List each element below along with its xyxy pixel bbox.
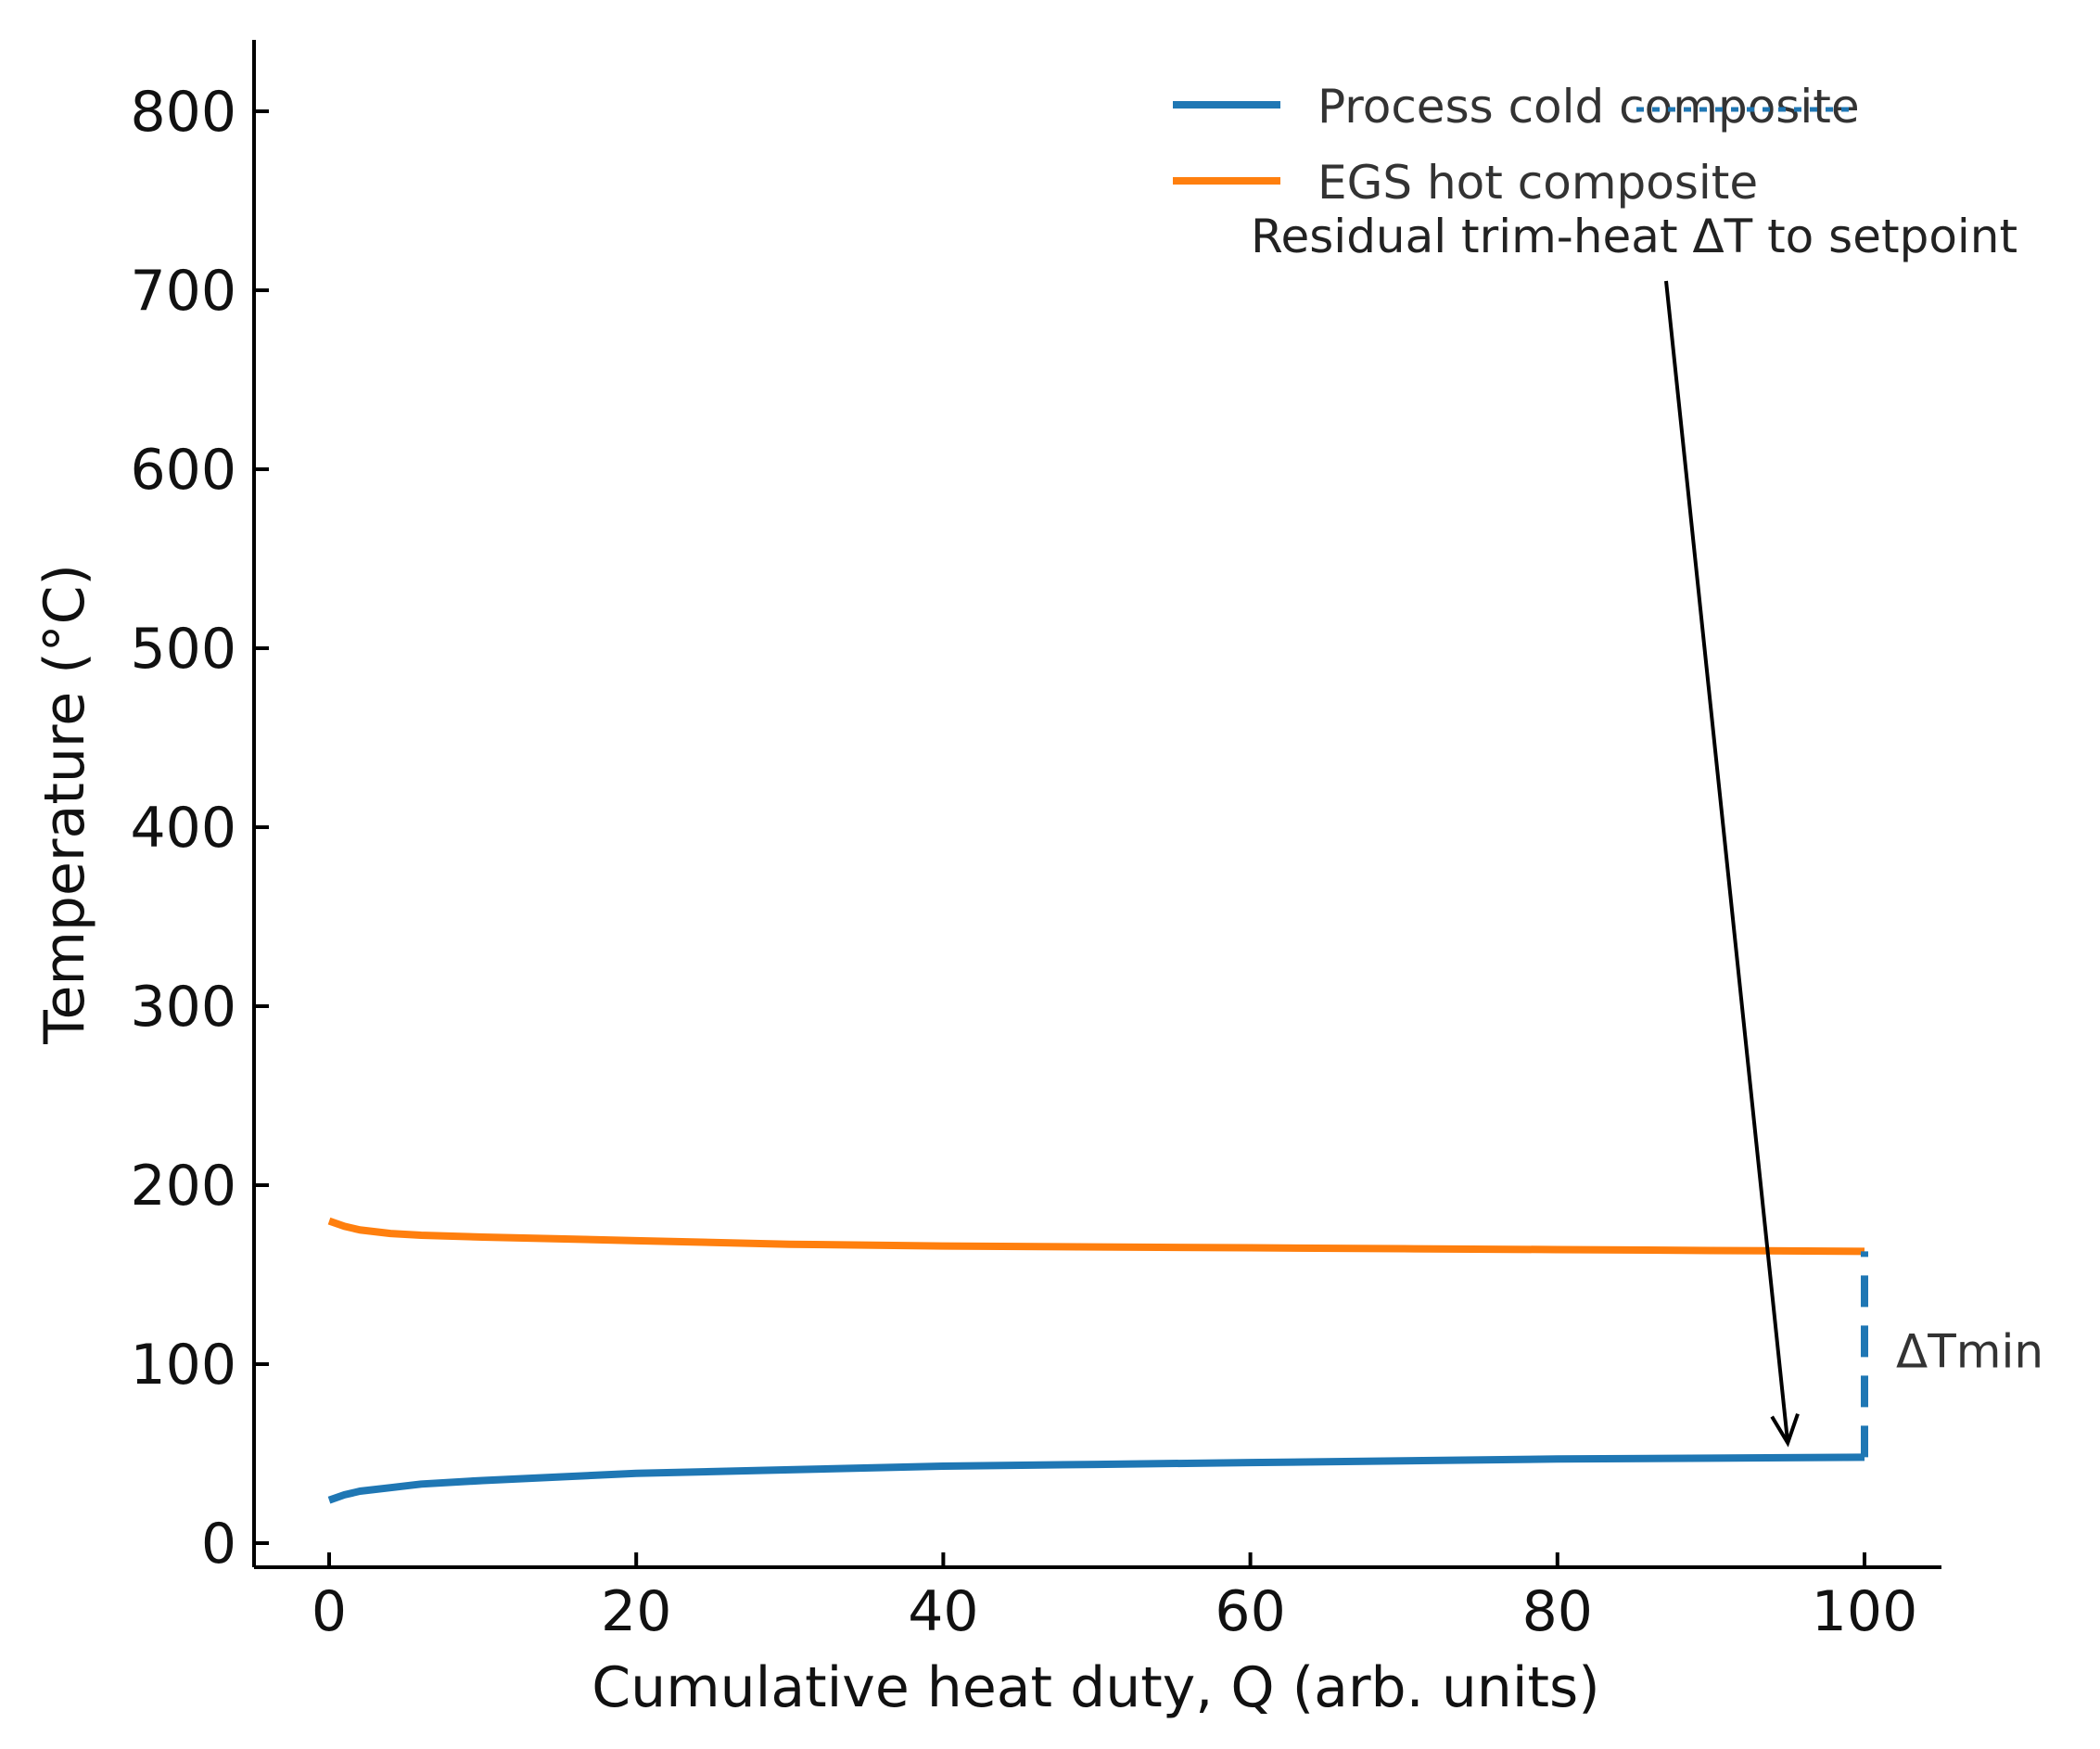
x-ticks: 0 20 40 60 80 100 <box>312 1552 1917 1644</box>
annotation-arrow <box>1664 280 1790 1444</box>
y-tick-label: 0 <box>201 1512 236 1577</box>
process-cold-composite-line <box>327 1453 1865 1504</box>
x-tick-label: 40 <box>908 1579 978 1644</box>
y-tick-label: 300 <box>130 975 236 1040</box>
y-tick-label: 700 <box>130 259 236 324</box>
x-axis-label: Cumulative heat duty, Q (arb. units) <box>592 1655 1599 1720</box>
y-tick-label: 500 <box>130 617 236 682</box>
egs-hot-composite-line <box>327 1217 1865 1256</box>
x-tick-label: 80 <box>1522 1579 1593 1644</box>
dtmin-label: ΔTmin <box>1896 1324 2043 1378</box>
series-lines <box>327 1217 1865 1504</box>
y-ticks: 0 100 200 300 400 500 600 700 800 <box>130 80 269 1577</box>
y-tick-label: 200 <box>130 1154 236 1219</box>
x-tick-label: 100 <box>1812 1579 1918 1644</box>
axes <box>252 40 1941 1569</box>
x-tick-label: 60 <box>1215 1579 1285 1644</box>
legend: Process cold composite EGS hot composite <box>1173 80 1860 210</box>
legend-label-cold: Process cold composite <box>1317 80 1860 134</box>
annotation-arrowhead <box>1770 1412 1800 1448</box>
y-tick-label: 600 <box>130 438 236 503</box>
x-tick-label: 20 <box>601 1579 671 1644</box>
annotation-text: Residual trim-heat ΔT to setpoint <box>1251 210 2017 263</box>
y-tick-label: 800 <box>130 80 236 145</box>
y-axis-label: Temperature (°C) <box>32 564 97 1045</box>
legend-label-hot: EGS hot composite <box>1317 156 1758 210</box>
y-tick-label: 100 <box>130 1333 236 1398</box>
x-tick-label: 0 <box>312 1579 347 1644</box>
y-tick-label: 400 <box>130 796 236 861</box>
